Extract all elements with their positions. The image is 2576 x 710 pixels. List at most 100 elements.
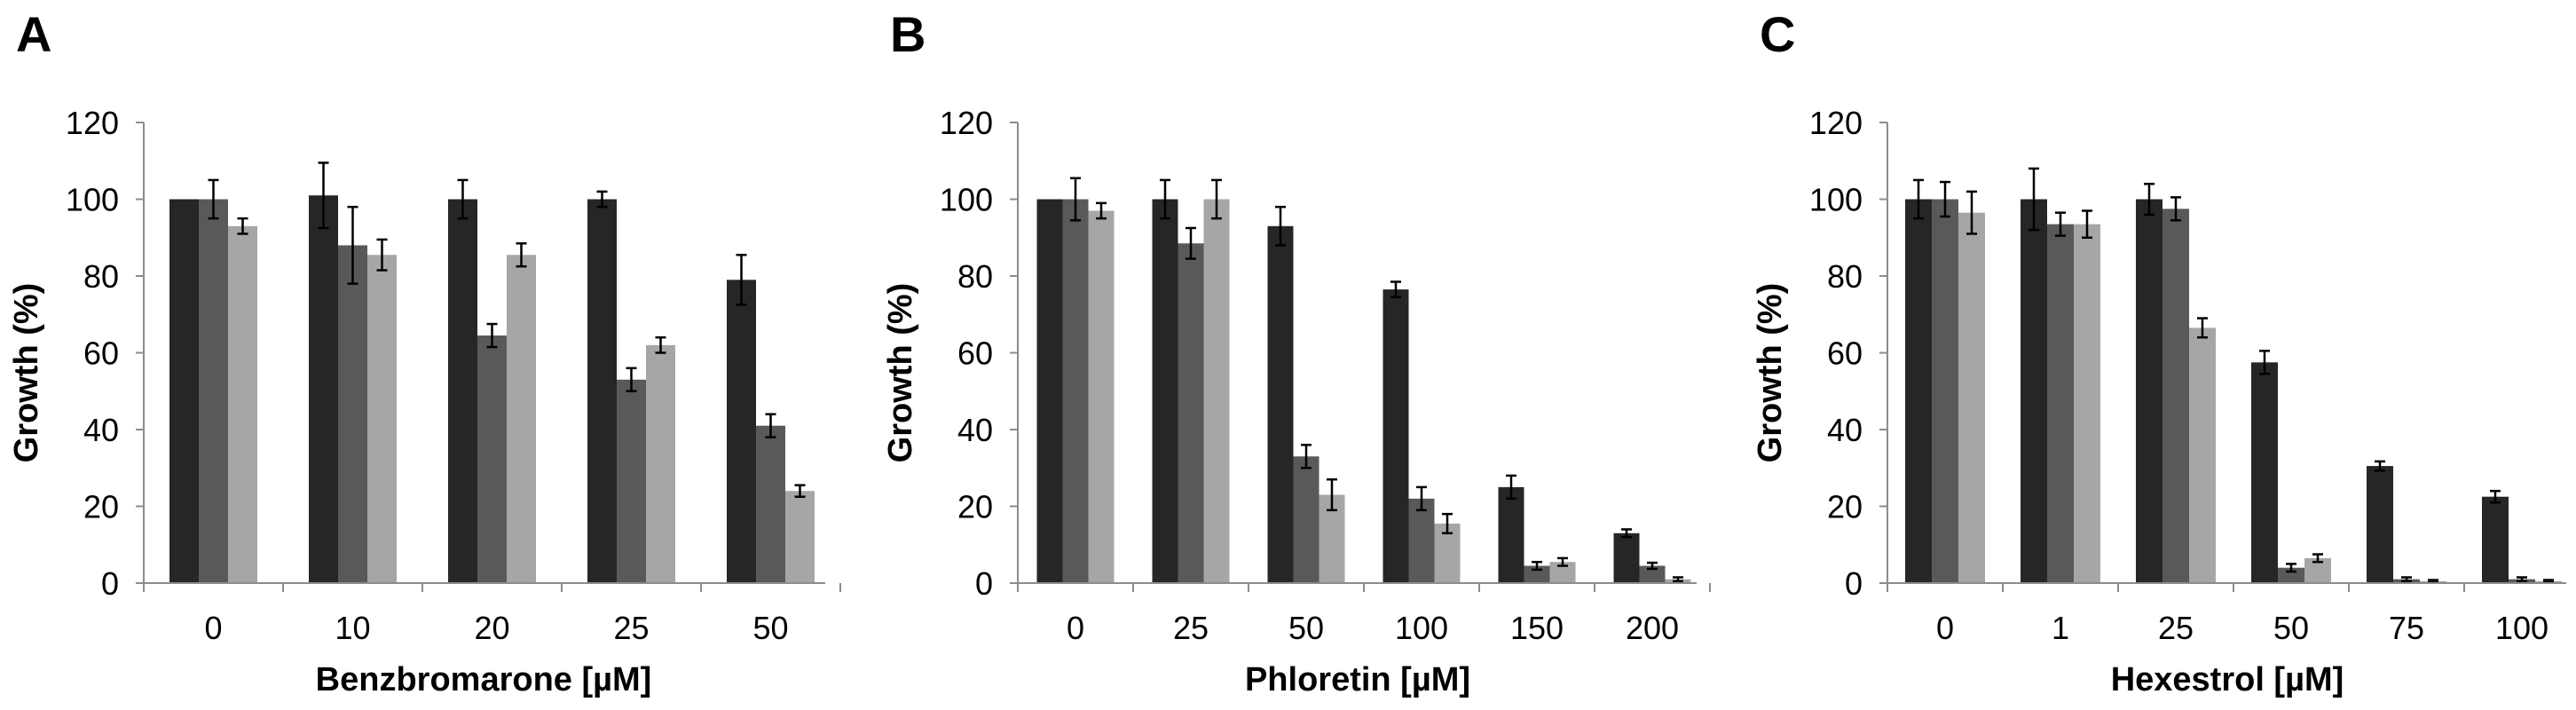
bar-series-3	[507, 255, 536, 583]
error-bar	[318, 162, 329, 230]
x-tick-label: 75	[2389, 610, 2424, 646]
x-tick-label: 50	[1288, 610, 1324, 646]
error-bar	[1186, 226, 1196, 260]
panel-a-x-ticks: 0 10 20 25 50	[143, 583, 841, 646]
panel-a-y-ticks: 0 20 40 60 80 100 120	[66, 105, 144, 602]
panel-a-y-axis-label: Growth (%)	[8, 283, 45, 463]
y-tick-label: 40	[957, 412, 993, 448]
y-tick-label: 0	[101, 565, 119, 602]
error-bar	[1621, 528, 1632, 539]
bar-series-2	[1932, 199, 1958, 583]
y-tick-label: 20	[83, 489, 119, 525]
error-bar	[2029, 167, 2039, 232]
panel-b-error-bars	[1070, 177, 1683, 583]
error-bar	[2055, 211, 2066, 237]
panel-c-y-axis-label: Growth (%)	[1752, 283, 1789, 463]
bar-series-3	[2189, 327, 2216, 583]
bar-series-2	[1408, 498, 1435, 583]
x-tick-label: 20	[474, 610, 509, 646]
bar-series-1	[2251, 362, 2278, 583]
error-bar	[1913, 178, 1924, 220]
error-bar	[2286, 563, 2296, 573]
bar-series-2	[338, 245, 367, 583]
y-tick-label: 80	[1827, 258, 1863, 295]
x-tick-label: 10	[335, 610, 370, 646]
bar-series-1	[1383, 289, 1409, 583]
y-tick-label: 60	[83, 335, 119, 372]
x-tick-label: 0	[1067, 610, 1084, 646]
y-tick-label: 100	[1809, 182, 1863, 218]
error-bar	[208, 178, 219, 220]
error-bar	[2312, 553, 2323, 564]
panel-c-bars	[1905, 199, 2562, 584]
y-tick-label: 100	[940, 182, 993, 218]
bar-series-1	[1267, 225, 1294, 583]
bar-series-1	[727, 280, 756, 583]
error-bar	[2259, 350, 2270, 375]
error-bar	[1442, 512, 1453, 535]
error-bar	[2401, 576, 2412, 583]
x-tick-label: 0	[204, 610, 222, 646]
y-tick-label: 20	[1827, 489, 1863, 525]
error-bar	[655, 335, 666, 354]
panel-c: C Growth (%) Hexestrol [µM] 020406080100…	[1752, 6, 2566, 698]
error-bar	[1390, 280, 1401, 299]
y-tick-label: 40	[83, 412, 119, 448]
x-tick-label: 25	[1173, 610, 1209, 646]
error-bar	[237, 217, 248, 235]
panel-c-x-ticks: 0 1 25 50 75 100	[1887, 583, 2548, 646]
bar-series-2	[1062, 199, 1089, 583]
y-tick-label: 40	[1827, 412, 1863, 448]
error-bar	[1647, 561, 1658, 571]
bar-series-2	[2047, 224, 2074, 584]
bar-series-1	[2136, 199, 2162, 583]
error-bar	[486, 322, 498, 349]
error-bar	[1160, 178, 1170, 220]
bar-series-3	[2074, 224, 2100, 584]
panel-c-error-bars	[1913, 167, 2554, 584]
y-tick-label: 0	[975, 565, 993, 602]
panel-c-x-axis-label: Hexestrol [µM]	[2111, 661, 2344, 698]
panel-a: A Growth (%) Benzbromarone [µM] 0 20 40 60 8…	[8, 6, 841, 698]
error-bar	[1327, 477, 1337, 512]
error-bar	[1966, 190, 1977, 235]
error-bar	[1416, 485, 1427, 512]
panel-c-letter: C	[1760, 6, 1795, 62]
bar-series-3	[367, 255, 397, 583]
error-bar	[457, 178, 469, 220]
bar-series-1	[1036, 199, 1063, 583]
x-tick-label: 1	[2052, 610, 2069, 646]
bar-series-3	[1088, 210, 1115, 583]
y-tick-label: 80	[83, 258, 119, 295]
error-bar	[1275, 205, 1286, 247]
y-tick-label: 20	[957, 489, 993, 525]
error-bar	[596, 190, 608, 209]
bar-series-3	[1203, 199, 1230, 583]
x-tick-label: 25	[613, 610, 649, 646]
error-bar	[2144, 182, 2155, 217]
x-tick-label: 50	[2273, 610, 2309, 646]
bar-series-3	[785, 491, 815, 583]
bar-series-2	[2162, 209, 2189, 583]
y-tick-label: 100	[66, 182, 119, 218]
panel-b-y-axis-label: Growth (%)	[882, 283, 919, 463]
panel-b-letter: B	[890, 6, 926, 62]
bar-series-2	[1178, 243, 1204, 583]
y-tick-label: 120	[940, 105, 993, 141]
x-tick-label: 200	[1626, 610, 1679, 646]
error-bar	[2490, 489, 2501, 504]
bar-series-1	[2367, 466, 2393, 583]
error-bar	[736, 253, 747, 306]
bar-series-1	[2482, 496, 2509, 583]
error-bar	[1532, 560, 1542, 572]
bar-series-1	[2021, 199, 2047, 583]
bar-series-3	[1958, 212, 1985, 583]
error-bar	[1301, 444, 1312, 469]
x-tick-label: 50	[752, 610, 788, 646]
bar-series-1	[1613, 532, 1640, 583]
bar-series-2	[2278, 567, 2304, 583]
panel-b-x-ticks: 0 25 50 100 150 200	[1017, 583, 1711, 646]
y-tick-label: 120	[1809, 105, 1863, 141]
error-bar	[2170, 196, 2181, 222]
